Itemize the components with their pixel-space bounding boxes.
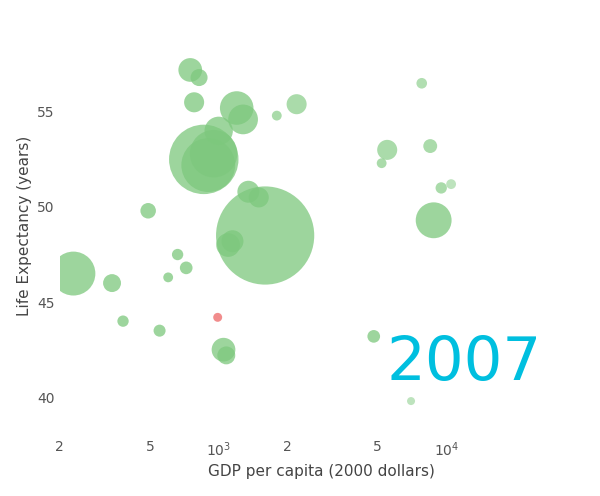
Point [382,146,392,154]
X-axis label: GDP per capita (2000 dollars): GDP per capita (2000 dollars) [208,464,435,479]
Point [429,216,439,224]
Point [425,142,435,150]
Point [417,79,427,87]
Point [254,193,263,201]
Point [185,66,195,74]
Point [190,98,199,106]
Point [272,112,281,120]
Point [219,346,229,354]
Point [446,180,456,188]
Point [203,161,213,169]
Y-axis label: Life Expectancy (years): Life Expectancy (years) [17,136,32,316]
Point [292,100,301,108]
Point [163,273,173,281]
Point [244,188,253,196]
Point [143,207,153,215]
Point [369,332,379,340]
Point [68,270,78,278]
Point [221,352,231,360]
Point [173,250,182,258]
Text: 2007: 2007 [386,334,541,393]
Point [406,397,416,405]
Point [209,150,218,158]
Point [377,159,386,167]
Point [238,116,248,124]
Point [436,184,446,192]
Point [199,155,209,163]
Point [260,232,270,240]
Point [118,317,128,325]
Point [232,104,242,112]
Point [107,279,117,287]
Point [214,127,223,135]
Point [213,313,223,321]
Point [181,264,191,272]
Point [194,73,204,81]
Point [227,237,237,245]
Point [155,327,164,335]
Point [223,241,233,249]
